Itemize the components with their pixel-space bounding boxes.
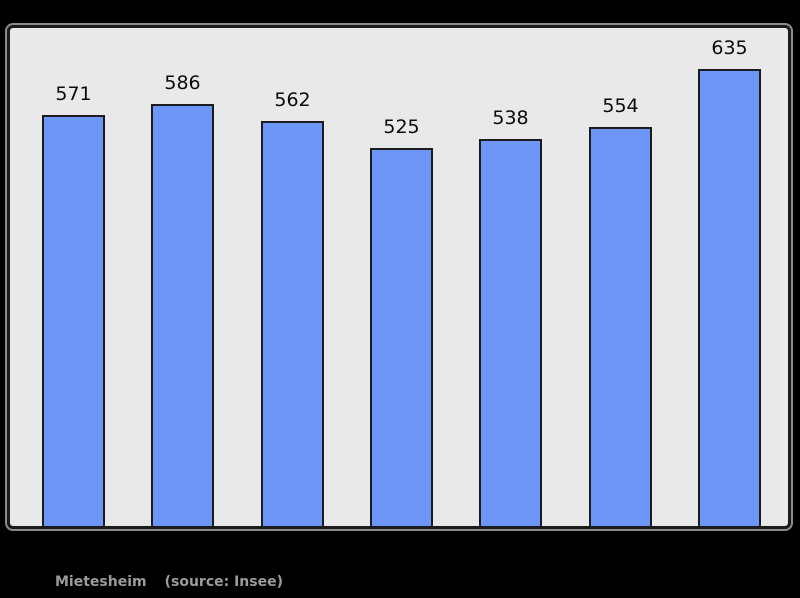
- bar-value-label: 586: [164, 72, 201, 94]
- bar-value-label: 538: [492, 107, 529, 129]
- bar-value-label: 525: [383, 116, 420, 138]
- bar-series: 571 586 562 525 538 554 635: [10, 28, 788, 526]
- bar: [479, 139, 542, 526]
- plot-area: 571 586 562 525 538 554 635: [7, 25, 791, 529]
- bar: [42, 115, 105, 526]
- bar-value-label: 562: [274, 89, 311, 111]
- bar-value-label: 571: [55, 83, 92, 105]
- bar: [261, 121, 324, 526]
- caption-source: (source: Insee): [164, 574, 283, 590]
- caption: Mietesheim (source: Insee): [55, 574, 283, 590]
- bar: [698, 69, 761, 526]
- bar: [370, 148, 433, 526]
- bar: [151, 104, 214, 526]
- caption-commune: Mietesheim: [55, 574, 147, 590]
- bar: [589, 127, 652, 526]
- bar-value-label: 554: [602, 95, 639, 117]
- bar-value-label: 635: [711, 37, 748, 59]
